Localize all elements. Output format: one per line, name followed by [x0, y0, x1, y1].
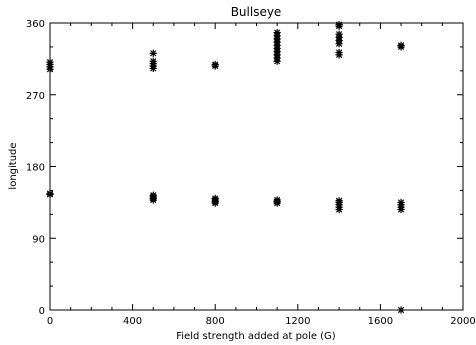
data-point	[149, 49, 157, 57]
y-tick-label: 0	[39, 306, 45, 317]
y-tick-label: 90	[32, 234, 45, 245]
data-point	[46, 190, 54, 198]
data-point	[273, 28, 281, 37]
data-point	[273, 196, 281, 204]
y-axis: 0 90 180 270 360	[26, 19, 463, 317]
data-point	[46, 58, 54, 66]
data-point	[211, 60, 219, 69]
data-point	[149, 191, 157, 199]
y-axis-label: longitude	[8, 142, 19, 189]
data-point	[149, 57, 157, 65]
y-tick-label: 360	[26, 19, 45, 30]
x-tick-label: 800	[206, 316, 225, 327]
chart-title: Bullseye	[231, 5, 282, 19]
data-point	[335, 30, 343, 38]
x-tick-label: 1600	[368, 316, 393, 327]
data-point	[335, 20, 343, 29]
x-tick-label: 400	[123, 316, 142, 327]
data-point	[211, 194, 219, 202]
scatter-series	[46, 20, 405, 314]
x-axis-label: Field strength added at pole (G)	[176, 331, 336, 342]
y-tick-label: 270	[26, 91, 45, 102]
data-point	[335, 197, 343, 205]
y-tick-label: 180	[26, 163, 45, 174]
x-tick-label: 0	[47, 316, 53, 327]
x-tick-label: 1200	[285, 316, 310, 327]
x-axis: 0 400 800 1200 1600 2000	[47, 23, 476, 327]
plot-frame	[49, 22, 464, 311]
data-point	[335, 48, 343, 57]
data-point	[397, 41, 405, 49]
x-tick-label: 2000	[450, 316, 475, 327]
data-point	[397, 306, 405, 314]
data-point	[397, 198, 405, 206]
